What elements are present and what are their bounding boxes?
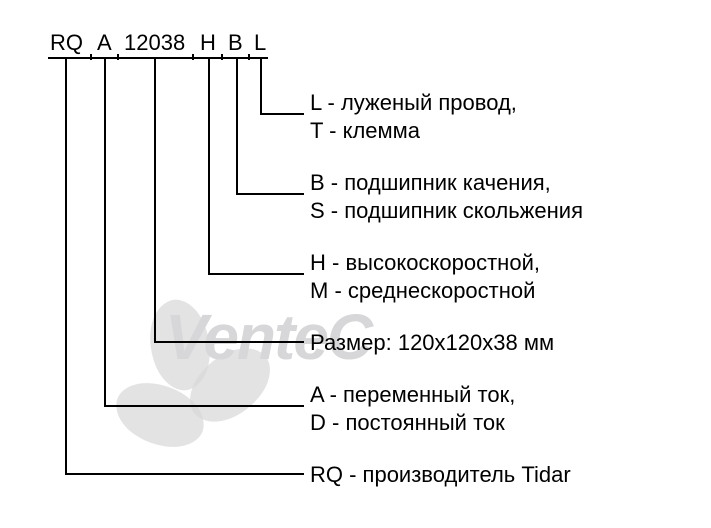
code-segment-h: H — [200, 30, 216, 56]
connector-h-h — [208, 273, 304, 275]
desc-l: L - луженый провод, — [310, 90, 517, 116]
code-underline — [48, 57, 268, 59]
desc-s: S - подшипник скольжения — [310, 198, 583, 224]
code-tick — [90, 54, 92, 60]
desc-t: T - клемма — [310, 118, 420, 144]
connector-v-b — [236, 57, 238, 193]
connector-h-size — [154, 341, 304, 343]
code-tick — [117, 54, 119, 60]
connector-h-l — [260, 113, 304, 115]
desc-m: M - среднескоростной — [310, 278, 535, 304]
connector-h-b — [236, 193, 304, 195]
desc-rq: RQ - производитель Tidar — [310, 462, 571, 488]
desc-h: H - высокоскоростной, — [310, 250, 540, 276]
code-segment-12038: 12038 — [124, 30, 185, 56]
code-segment-b: B — [228, 30, 243, 56]
code-tick — [192, 54, 194, 60]
desc-d: D - постоянный ток — [310, 410, 505, 436]
connector-h-rq — [65, 473, 304, 475]
code-segment-rq: RQ — [50, 30, 83, 56]
code-tick — [221, 54, 223, 60]
code-tick — [248, 54, 250, 60]
desc-b: B - подшипник качения, — [310, 170, 551, 196]
desc-a: A - переменный ток, — [310, 382, 515, 408]
connector-h-a — [104, 405, 304, 407]
code-segment-a: A — [97, 30, 112, 56]
connector-v-h — [208, 57, 210, 273]
connector-v-l — [260, 57, 262, 113]
part-number-diagram: { "background_color": "#ffffff", "text_c… — [0, 0, 711, 528]
code-segment-l: L — [254, 30, 266, 56]
desc-size: Размер: 120х120х38 мм — [310, 330, 554, 356]
connector-v-rq — [65, 57, 67, 473]
connector-v-size — [154, 57, 156, 341]
connector-v-a — [104, 57, 106, 405]
